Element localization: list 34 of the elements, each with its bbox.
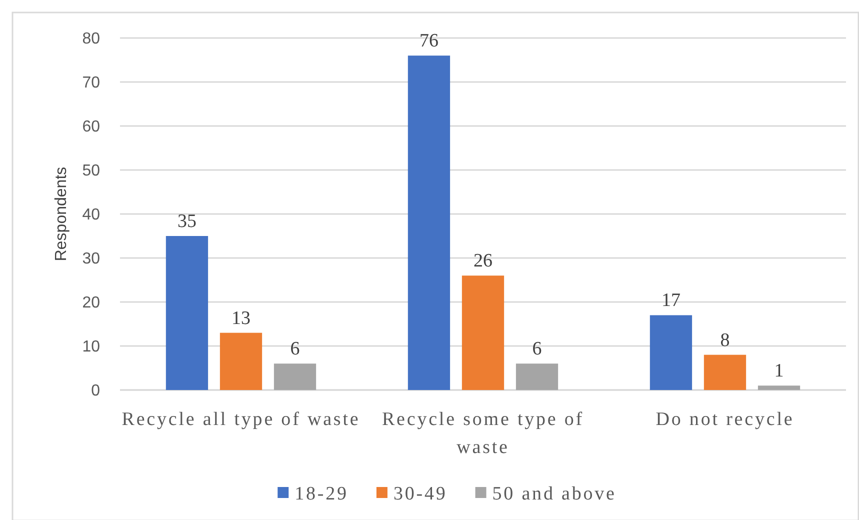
y-tick-label: 30 (82, 250, 100, 268)
y-tick-label: 0 (91, 382, 100, 400)
x-tick-label: Recycle all type of waste (122, 409, 360, 430)
y-tick-label: 60 (82, 118, 100, 136)
data-label: 35 (177, 211, 196, 232)
bar (408, 56, 450, 390)
data-label: 1 (774, 360, 784, 382)
bar (650, 315, 692, 390)
legend-label: 30-49 (393, 484, 448, 505)
data-label: 17 (661, 290, 680, 312)
y-tick-label: 20 (82, 294, 100, 312)
bar (220, 332, 262, 390)
data-label: 26 (474, 250, 492, 272)
bar (704, 354, 746, 390)
bar (274, 364, 316, 390)
legend-label: 50 and above (492, 484, 616, 505)
data-label: 8 (720, 330, 730, 351)
data-label: 6 (290, 338, 300, 360)
x-tick-label: Recycle some type of waste (382, 409, 584, 458)
y-tick-label: 40 (82, 206, 100, 224)
data-label: 76 (419, 30, 438, 52)
bar (516, 364, 558, 390)
y-tick-label: 70 (82, 74, 100, 92)
y-tick-label: 10 (82, 338, 100, 356)
data-label: 13 (232, 308, 250, 329)
bar (166, 236, 208, 390)
legend-label: 18-29 (294, 484, 348, 505)
y-tick-label: 80 (82, 30, 100, 48)
bar (462, 276, 504, 390)
bar (758, 386, 800, 390)
y-tick-label: 50 (82, 162, 100, 180)
data-label: 6 (532, 338, 542, 360)
x-tick-label: Do not recycle (656, 409, 794, 430)
y-axis-title: Respondents (53, 166, 70, 262)
